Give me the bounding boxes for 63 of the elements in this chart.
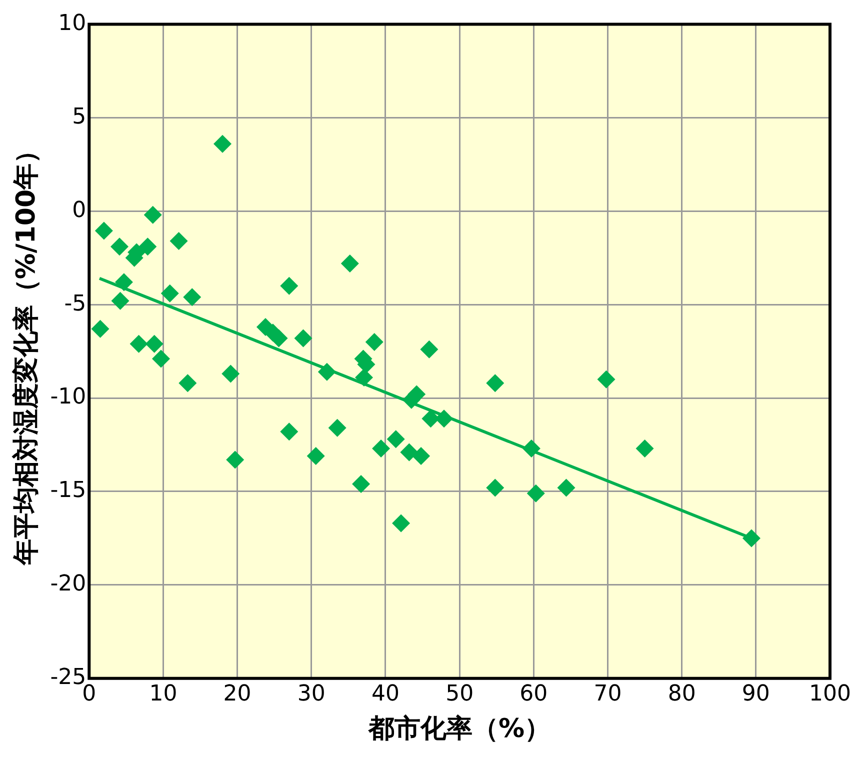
point — [412, 446, 430, 465]
point — [111, 292, 130, 310]
x-tick-label: 60 — [520, 681, 548, 706]
point — [354, 368, 373, 386]
point — [280, 422, 298, 441]
x-tick-label: 10 — [149, 681, 178, 706]
point — [742, 529, 760, 548]
point — [178, 374, 197, 392]
point — [522, 439, 540, 458]
point — [400, 443, 418, 462]
point — [386, 430, 405, 448]
x-tick-label: 20 — [223, 681, 252, 706]
x-tick-label: 50 — [446, 681, 474, 706]
point — [365, 332, 384, 351]
x-tick-label: 70 — [594, 681, 622, 706]
point — [340, 254, 359, 272]
point — [152, 350, 170, 368]
point — [597, 370, 616, 388]
x-tick-label: 80 — [668, 681, 696, 706]
point — [183, 288, 202, 306]
x-tick-label: 30 — [297, 681, 326, 706]
point — [138, 238, 157, 256]
point — [526, 484, 545, 502]
point — [636, 439, 654, 458]
point — [213, 134, 232, 153]
point — [306, 446, 325, 465]
point — [486, 374, 504, 392]
point — [435, 410, 454, 428]
point — [402, 390, 420, 409]
point — [392, 514, 410, 532]
x-tick-label: 40 — [371, 681, 400, 706]
point — [130, 334, 148, 353]
y-tick-label: 5 — [72, 104, 86, 130]
point — [110, 238, 129, 256]
x-tick-label: 100 — [809, 681, 852, 706]
point — [160, 284, 179, 302]
point — [372, 439, 390, 458]
point — [94, 222, 113, 240]
y-tick-label: -5 — [64, 291, 86, 316]
point — [144, 206, 162, 224]
point — [145, 334, 164, 353]
y-tick-label: 0 — [72, 198, 86, 223]
x-tick-label: 90 — [742, 681, 770, 706]
point — [352, 475, 370, 494]
point — [420, 340, 438, 358]
x-axis-title: 都市化率（%） — [368, 714, 551, 744]
point — [270, 329, 288, 348]
y-tick-label: -10 — [50, 384, 86, 410]
point — [114, 273, 133, 292]
point — [170, 232, 188, 250]
point — [91, 320, 110, 338]
point — [226, 450, 244, 469]
point — [328, 418, 346, 437]
y-tick-label: -20 — [50, 572, 86, 597]
y-tick-label: -15 — [50, 478, 86, 504]
y-axis-title: 年平均相対湿度変化率（%/100年） — [11, 137, 42, 566]
point — [318, 362, 336, 381]
point — [222, 364, 240, 383]
point — [280, 276, 298, 295]
y-tick-label: 10 — [58, 10, 86, 36]
point — [294, 329, 312, 348]
point — [557, 478, 576, 497]
point — [486, 478, 504, 497]
